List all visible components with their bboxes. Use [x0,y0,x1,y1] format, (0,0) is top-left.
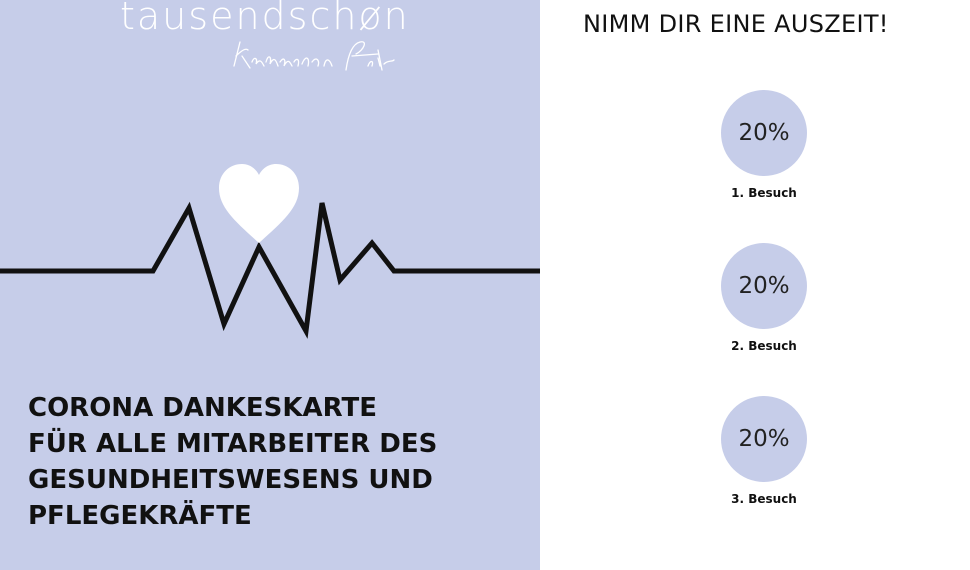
coupon-discount-circle: 20% [721,396,807,482]
headline-line-4: PFLEGEKRÄFTE [28,501,252,531]
offer-title: NIMM DIR EINE AUSZEIT! [583,10,889,38]
headline-line-2: FÜR ALLE MITARBEITER DES [28,429,438,459]
heartbeat-graphic [0,164,540,339]
card-front: tausendschøn CORONA DANKESKARTE FÜR ALLE… [0,0,540,570]
coupon-discount-circle: 20% [721,243,807,329]
heart-icon [219,164,299,243]
headline-line-3: GESUNDHEITSWESENS UND [28,465,433,495]
signature-logo [233,41,395,71]
coupon-2: 20% 2. Besuch [704,243,824,353]
headline: CORONA DANKESKARTE FÜR ALLE MITARBEITER … [28,390,528,534]
coupon-3: 20% 3. Besuch [704,396,824,506]
heartbeat-line [0,201,540,339]
coupon-1: 20% 1. Besuch [704,90,824,200]
coupon-label: 2. Besuch [731,339,797,353]
coupon-label: 1. Besuch [731,186,797,200]
coupon-discount-circle: 20% [721,90,807,176]
headline-line-1: CORONA DANKESKARTE [28,393,377,423]
brand-logo: tausendschøn [120,0,410,38]
coupon-label: 3. Besuch [731,492,797,506]
card-back: NIMM DIR EINE AUSZEIT! 20% 1. Besuch 20%… [540,0,970,570]
